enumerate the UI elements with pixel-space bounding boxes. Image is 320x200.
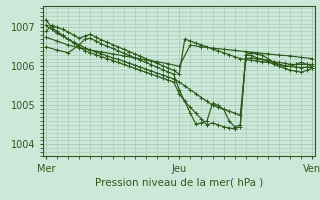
X-axis label: Pression niveau de la mer( hPa ): Pression niveau de la mer( hPa ) bbox=[95, 178, 263, 188]
